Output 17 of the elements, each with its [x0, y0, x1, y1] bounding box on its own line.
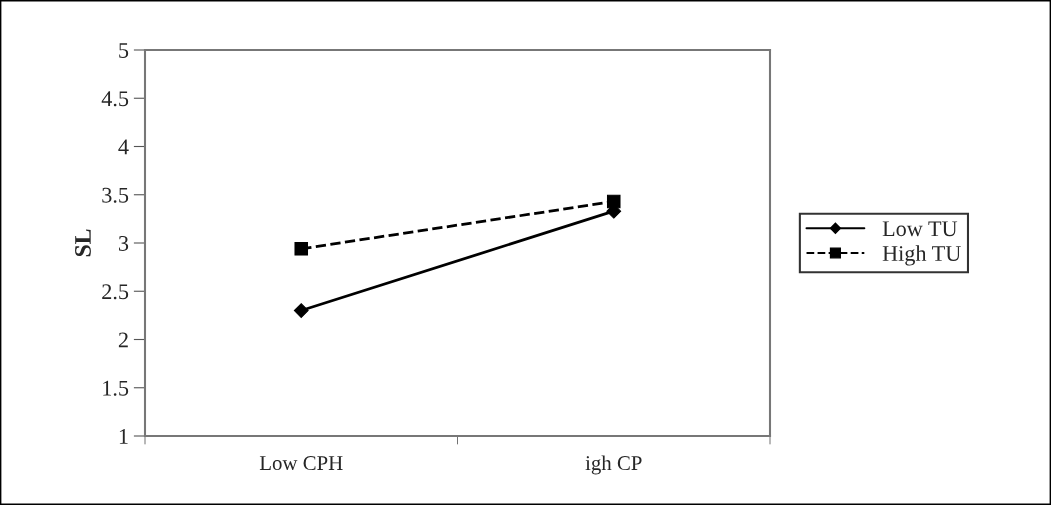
y-axis-title: SL	[75, 229, 91, 257]
x-tick-label: Low CPH	[259, 456, 343, 471]
y-tick-label: 4	[118, 139, 129, 155]
y-tick-label: 2.5	[102, 284, 129, 300]
y-tick-label: 2	[118, 332, 128, 348]
point	[293, 303, 309, 318]
y-tick-label: 1.5	[103, 380, 129, 396]
y-tick-label: 3.5	[102, 187, 129, 203]
legend-label: Low TU	[882, 221, 958, 237]
y-tick-label: 1	[119, 429, 128, 444]
point	[294, 242, 309, 256]
y-tick-label: 5	[119, 43, 129, 58]
point	[606, 194, 621, 209]
y-tick-label: 4.5	[101, 91, 129, 107]
y-tick-label: 3	[118, 235, 129, 251]
legend-label: High TU	[882, 245, 961, 266]
x-tick-label: igh CP	[585, 455, 642, 475]
